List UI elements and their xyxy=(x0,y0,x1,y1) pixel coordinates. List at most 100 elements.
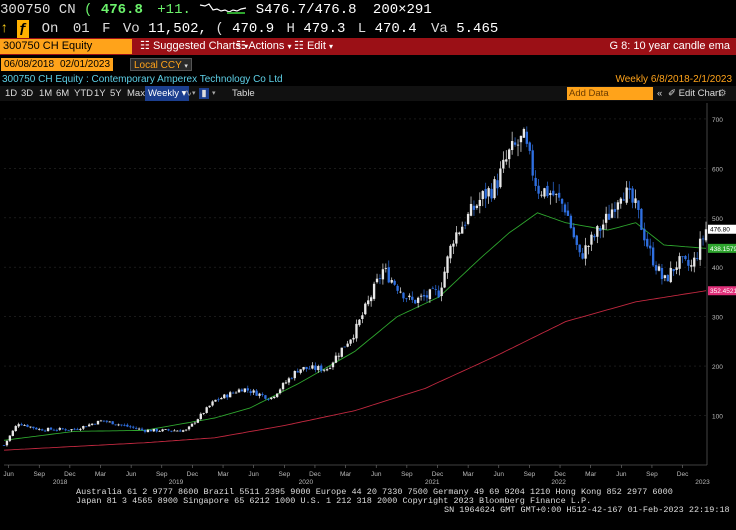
candle-body xyxy=(637,200,640,211)
suggested-charts-menu[interactable]: ☷ Suggested Charts ▾ xyxy=(140,38,248,55)
end-date-field[interactable]: 02/01/2023 xyxy=(57,58,114,71)
line-chart-icon[interactable]: ∿ xyxy=(184,88,192,99)
candle-body xyxy=(88,424,91,427)
quote-line-2: ↑ ƒ On 01 F Vo 11,502, ( 470.9 H 479.3 L… xyxy=(0,20,736,38)
candle-body xyxy=(687,259,690,266)
last-price: 476.8 xyxy=(100,2,143,18)
ema-long-line xyxy=(3,290,707,451)
candle-body xyxy=(214,399,217,402)
period-ytd[interactable]: YTD xyxy=(74,88,93,99)
frequency-select[interactable]: Weekly ▾ xyxy=(145,86,190,101)
candle-body xyxy=(270,397,273,400)
table-button[interactable]: Table xyxy=(232,88,255,99)
candle-body xyxy=(478,199,482,207)
actions-icon: ☷ xyxy=(236,40,246,52)
period-1m[interactable]: 1M xyxy=(39,88,53,99)
candle-body xyxy=(528,142,531,151)
candle-body xyxy=(352,337,355,340)
period-1y[interactable]: 1Y xyxy=(94,88,106,99)
edit-chart-button[interactable]: ✐ Edit Chart xyxy=(668,86,721,101)
candle-body xyxy=(255,390,258,396)
x-tick-label: Dec xyxy=(432,471,444,478)
start-date-field[interactable]: 06/08/2018 xyxy=(1,58,58,71)
candle-body xyxy=(126,424,129,427)
candle-body xyxy=(666,274,669,282)
dropdown-arrow-icon[interactable]: ▾ xyxy=(192,90,196,97)
actions-menu[interactable]: ☷ Actions ▾ xyxy=(236,38,291,55)
candle-body xyxy=(32,426,35,429)
candle-body xyxy=(167,429,170,431)
dropdown-arrow-icon[interactable]: ▾ xyxy=(212,90,216,97)
candle-body xyxy=(516,144,520,146)
candle-body xyxy=(267,399,270,400)
candle-body xyxy=(252,390,255,393)
candle-body xyxy=(466,213,470,224)
x-tick-label: Dec xyxy=(309,471,321,478)
candle-body xyxy=(331,362,335,368)
candle-body xyxy=(275,393,279,397)
low-label: L xyxy=(357,21,367,37)
back-icon[interactable]: « xyxy=(657,88,663,99)
candle-body xyxy=(613,209,617,212)
period-3d[interactable]: 3D xyxy=(21,88,34,99)
candle-body xyxy=(132,426,135,428)
candle-body xyxy=(67,429,70,431)
candle-body xyxy=(317,366,320,371)
candle-body xyxy=(372,283,376,299)
candle-body xyxy=(182,430,185,432)
candle-body xyxy=(596,226,599,237)
candle-body xyxy=(572,227,575,238)
candle-body xyxy=(484,188,487,199)
candle-body xyxy=(202,413,205,414)
candle-body xyxy=(599,228,602,231)
security-field[interactable]: 300750 CH Equity xyxy=(0,39,132,54)
candle-body xyxy=(226,394,229,398)
edit-menu[interactable]: ☷ Edit ▾ xyxy=(294,38,333,55)
candle-body xyxy=(49,427,53,430)
candle-body xyxy=(701,238,705,240)
candle-body xyxy=(111,421,114,425)
currency-select[interactable]: Local CCY ▾ xyxy=(130,58,192,71)
add-data-input[interactable]: Add Data xyxy=(567,87,653,100)
dropdown-arrow-icon: ▾ xyxy=(287,42,292,51)
price-chart-svg: 100 200 300 400 500 600 700 Jun Sep Dec Mar Jun Sep D… xyxy=(2,103,736,486)
candle-body xyxy=(402,292,405,299)
candle-body xyxy=(364,303,367,315)
candle-body xyxy=(657,266,661,271)
candle-body xyxy=(149,429,153,432)
period-1d[interactable]: 1D xyxy=(5,88,18,99)
candle-body xyxy=(675,267,678,271)
candle-body xyxy=(546,185,549,197)
high-label: H xyxy=(286,21,295,37)
footer-contacts-1: Australia 61 2 9777 8600 Brazil 5511 239… xyxy=(76,487,673,497)
x-tick-label: Mar xyxy=(95,471,107,478)
candle-body xyxy=(405,298,408,300)
last-price-badge: 476.80 xyxy=(710,227,730,234)
candle-body xyxy=(557,192,561,198)
period-max[interactable]: Max xyxy=(127,88,145,99)
candle-chart-icon[interactable]: ▮ xyxy=(199,88,209,99)
footer-session-info: SN 1964624 GMT GMT+0:00 H512-42-167 01-F… xyxy=(444,505,730,515)
candle-body xyxy=(584,245,587,259)
candle-body xyxy=(55,429,59,431)
candle-body xyxy=(607,213,611,220)
settings-icon[interactable]: ⚙ xyxy=(718,88,727,99)
candle-body xyxy=(205,407,208,413)
ema-long-badge-bg xyxy=(708,286,736,296)
candle-body xyxy=(425,295,429,298)
candle-body xyxy=(649,245,652,249)
candle-body xyxy=(437,290,440,298)
candle-body xyxy=(140,428,144,430)
candle-body xyxy=(669,267,672,283)
candle-body xyxy=(555,193,558,195)
frequency-label: Weekly xyxy=(148,88,179,99)
candle-body xyxy=(534,177,537,186)
candle-body xyxy=(152,428,155,432)
candle-body xyxy=(29,426,32,428)
open-value: 470.9 xyxy=(232,21,275,37)
x-year-label: 2023 xyxy=(695,479,710,485)
candle-body xyxy=(85,426,88,428)
period-6m[interactable]: 6M xyxy=(56,88,70,99)
period-5y[interactable]: 5Y xyxy=(110,88,122,99)
price-chart[interactable]: 100 200 300 400 500 600 700 Jun Sep Dec Mar Jun Sep D… xyxy=(0,101,736,486)
